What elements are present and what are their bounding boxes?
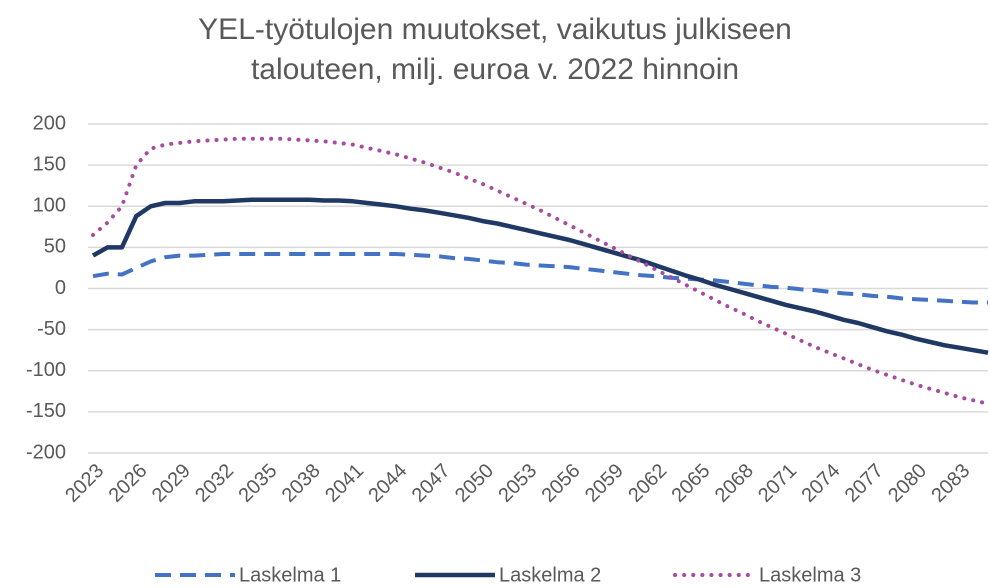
x-tick-label: 2056 bbox=[538, 460, 585, 507]
x-tick-label: 2041 bbox=[321, 460, 368, 507]
x-tick-label: 2050 bbox=[451, 460, 498, 507]
chart-title: YEL-työtulojen muutokset, vaikutus julki… bbox=[198, 13, 792, 86]
x-tick-label: 2077 bbox=[841, 460, 888, 507]
x-tick-label: 2062 bbox=[624, 460, 671, 507]
x-tick-label: 2071 bbox=[754, 460, 801, 507]
y-tick-label: -100 bbox=[26, 359, 66, 381]
series-line bbox=[91, 197, 989, 355]
x-tick-label: 2053 bbox=[494, 460, 541, 507]
series-line bbox=[92, 252, 988, 305]
x-tick-label: 2080 bbox=[884, 460, 931, 507]
legend-label: Laskelma 1 bbox=[239, 564, 341, 586]
x-tick-label: 2038 bbox=[278, 460, 325, 507]
series-line bbox=[91, 136, 990, 406]
x-tick-label: 2083 bbox=[927, 460, 974, 507]
y-tick-label: 50 bbox=[44, 236, 66, 258]
x-tick-label: 2074 bbox=[797, 460, 844, 507]
y-tick-label: 100 bbox=[33, 195, 66, 217]
x-tick-label: 2029 bbox=[148, 460, 195, 507]
legend-label: Laskelma 3 bbox=[759, 564, 861, 586]
y-tick-label: -50 bbox=[37, 318, 66, 340]
x-tick-label: 2044 bbox=[364, 460, 411, 507]
x-tick-label: 2068 bbox=[711, 460, 758, 507]
x-tick-label: 2059 bbox=[581, 460, 628, 507]
y-tick-label: -200 bbox=[26, 441, 66, 463]
legend-label: Laskelma 2 bbox=[499, 564, 601, 586]
y-tick-label: -150 bbox=[26, 400, 66, 422]
x-tick-label: 2047 bbox=[408, 460, 455, 507]
x-tick-label: 2023 bbox=[61, 460, 108, 507]
x-tick-label: 2026 bbox=[105, 460, 152, 507]
x-tick-label: 2065 bbox=[668, 460, 715, 507]
x-tick-label: 2035 bbox=[234, 460, 281, 507]
y-tick-label: 0 bbox=[55, 277, 66, 299]
x-tick-label: 2032 bbox=[191, 460, 238, 507]
y-tick-label: 150 bbox=[33, 153, 66, 175]
y-tick-label: 200 bbox=[33, 112, 66, 134]
